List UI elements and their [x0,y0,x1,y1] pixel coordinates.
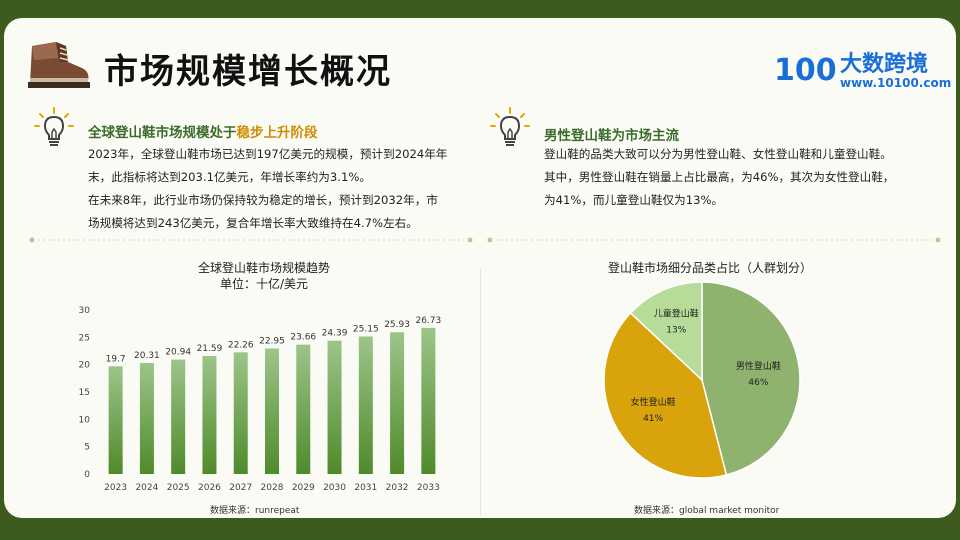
bar-value-label: 22.95 [259,337,285,347]
left-line-3: 在未来8年，此行业市场仍保持较为稳定的增长，预计到2032年，市 [88,193,438,207]
right-line-1: 登山鞋的品类大致可以分为男性登山鞋、女性登山鞋和儿童登山鞋。 [544,147,892,161]
left-line-1: 2023年，全球登山鞋市场已达到197亿美元的规模，预计到2024年年 [88,147,448,161]
bar-value-label: 20.31 [134,351,160,361]
right-line-3: 为41%，而儿童登山鞋仅为13%。 [544,193,724,207]
lightbulb-icon [490,107,530,146]
bar-value-label: 26.73 [415,316,441,326]
x-tick-label: 2029 [292,483,315,493]
bar-2030 [327,340,342,474]
pie-slice-value: 13% [666,326,686,336]
right-section-heading: 男性登山鞋为市场主流 [544,128,679,144]
pie-chart-source: 数据来源：global market monitor [634,506,780,516]
right-divider [487,237,941,243]
content-card: 市场规模增长概况 100 大数跨境 www.10100.com 全球登山鞋市场规… [4,18,956,518]
bar-2023 [108,366,123,474]
x-tick-label: 2030 [323,483,346,493]
bar-2033 [421,327,436,474]
y-tick-label: 5 [84,443,90,453]
left-heading-prefix: 全球登山鞋市场规模处于 [88,125,237,141]
x-tick-label: 2033 [417,483,440,493]
bar-2032 [390,332,405,474]
left-paragraph: 2023年，全球登山鞋市场已达到197亿美元的规模，预计到2024年年 末，此指… [88,143,447,235]
y-tick-label: 10 [79,415,91,425]
right-line-2: 其中，男性登山鞋在销量上占比最高，为46%，其次为女性登山鞋， [544,170,895,184]
pie-slice-2 [629,281,703,382]
bar-value-label: 25.93 [384,320,410,330]
x-tick-label: 2023 [104,483,127,493]
hiking-boot-icon [28,42,90,88]
left-section-heading: 全球登山鞋市场规模处于稳步上升阶段 [88,121,318,141]
bar-value-label: 23.66 [290,333,316,343]
bar-chart-title-block: 全球登山鞋市场规模趋势 单位：十亿/美元 [114,260,414,292]
pie-slice-0 [701,281,801,476]
brand-logo-icon: 100 [774,53,836,88]
pie-slice-value: 41% [643,414,663,424]
pie-slice-label: 儿童登山鞋 [654,308,699,320]
x-tick-label: 2024 [135,483,158,493]
pie-chart: 男性登山鞋 46% 女性登山鞋 41% 儿童登山鞋 13% [603,281,801,479]
x-tick-label: 2028 [261,483,284,493]
pie-slice-label: 女性登山鞋 [631,396,676,408]
vertical-divider [480,268,481,516]
y-tick-label: 20 [79,361,91,371]
x-tick-label: 2031 [354,483,377,493]
bar-value-label: 20.94 [165,348,191,358]
bar-2027 [233,352,248,474]
bar-chart-subtitle: 单位：十亿/美元 [219,277,309,291]
page-title: 市场规模增长概况 [104,52,392,92]
pie-slice-value: 46% [748,378,768,388]
bar-value-label: 22.26 [228,340,254,350]
y-tick-label: 0 [84,470,90,480]
bar-2028 [265,348,279,474]
x-tick-label: 2032 [386,483,409,493]
bar-2031 [358,336,373,474]
bar-value-label: 21.59 [197,344,223,354]
y-tick-label: 30 [79,306,91,316]
lightbulb-icon [34,107,74,146]
bar-chart-title: 全球登山鞋市场规模趋势 [197,261,330,275]
brand-logo-mark: 100 [774,53,836,88]
right-paragraph: 登山鞋的品类大致可以分为男性登山鞋、女性登山鞋和儿童登山鞋。 其中，男性登山鞋在… [544,143,894,212]
brand-url: www.10100.com [840,76,952,90]
y-tick-label: 15 [79,388,90,398]
x-tick-label: 2026 [198,483,221,493]
pie-slice-label: 男性登山鞋 [736,360,781,372]
left-line-2: 末，此指标将达到203.1亿美元，年增长率约为3.1%。 [88,170,371,184]
bar-2024 [139,362,154,474]
bar-2026 [202,355,217,474]
bar-value-label: 24.39 [322,329,348,339]
pie-chart-title: 登山鞋市场细分品类占比（人群划分） [607,261,812,275]
bar-2025 [171,359,186,474]
bar-2029 [296,344,311,474]
pie-slice-1 [603,311,728,479]
y-tick-label: 25 [79,333,90,343]
left-line-4: 场规模将达到243亿美元，复合年增长率大致维持在4.7%左右。 [88,216,418,230]
bar-value-label: 25.15 [353,325,379,335]
bar-chart: 05101520253019.7202320.31202420.94202521… [79,306,442,493]
brand-name: 大数跨境 [840,52,929,77]
bar-value-label: 19.7 [106,354,126,364]
x-tick-label: 2027 [229,483,252,493]
x-tick-label: 2025 [167,483,190,493]
left-heading-highlight: 稳步上升阶段 [236,125,318,141]
bar-chart-source: 数据来源：runrepeat [210,506,300,516]
left-divider [29,237,473,243]
